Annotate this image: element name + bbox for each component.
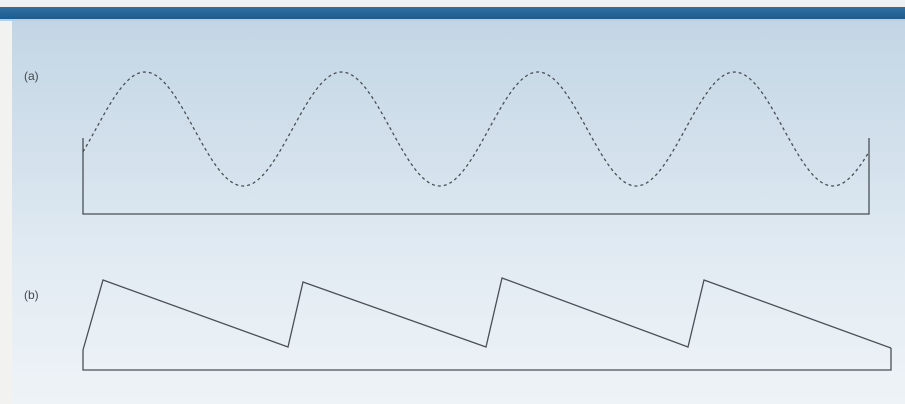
left-margin bbox=[0, 21, 12, 404]
sawtooth-frame bbox=[82, 348, 892, 371]
panel-a-label: (a) bbox=[24, 69, 39, 83]
top-band bbox=[0, 0, 905, 8]
sine-wave bbox=[82, 71, 870, 187]
header-rule bbox=[0, 7, 905, 19]
header-rule-highlight bbox=[0, 19, 905, 21]
sine-frame bbox=[82, 138, 870, 215]
figure-panel bbox=[12, 21, 905, 404]
sawtooth-wave bbox=[82, 277, 892, 351]
panel-b-label: (b) bbox=[24, 288, 39, 302]
